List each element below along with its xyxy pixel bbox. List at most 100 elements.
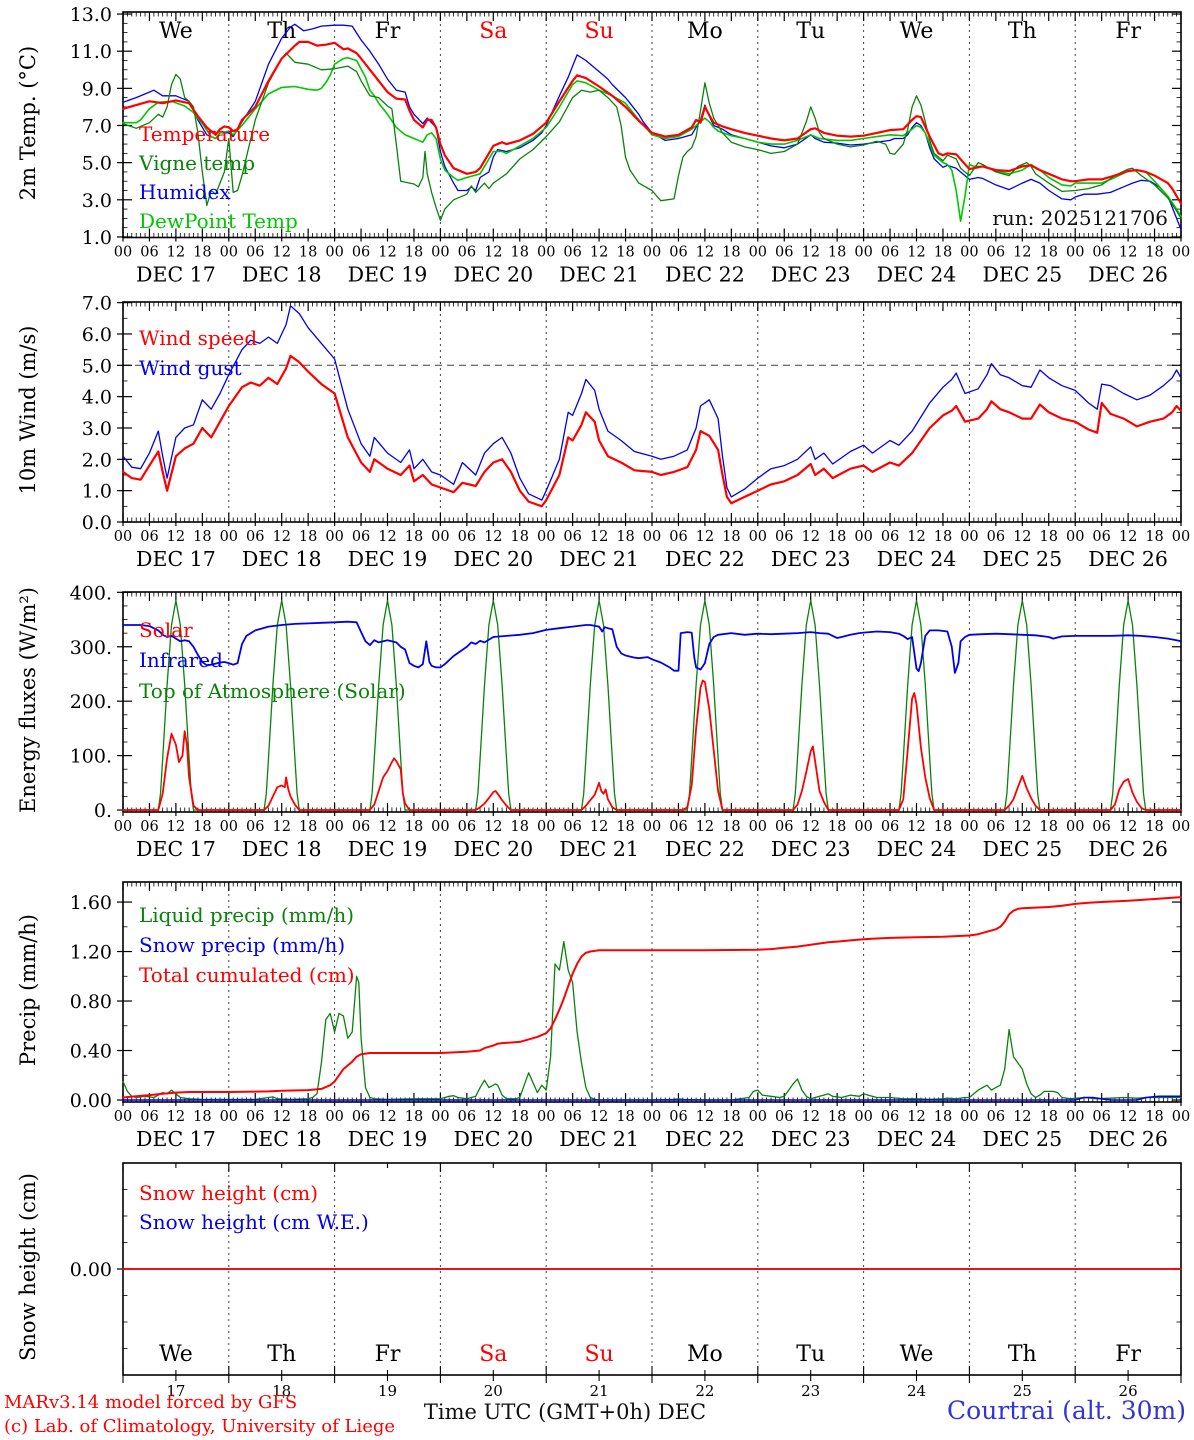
hour-tick-label: 06 — [246, 819, 264, 835]
legend-solar: Solar — [139, 618, 193, 642]
hour-tick-label: 00 — [431, 1109, 449, 1125]
hour-tick-label: 18 — [405, 819, 423, 835]
day-name-label: Th — [267, 19, 296, 44]
hour-tick-label: 18 — [511, 245, 529, 261]
hour-tick-label: 12 — [1013, 529, 1031, 545]
hour-tick-label: 12 — [484, 529, 502, 545]
date-label: DEC 17 — [136, 263, 216, 287]
series-liquid-precip — [122, 940, 1182, 1101]
hour-tick-label: 12 — [272, 819, 290, 835]
date-label: DEC 20 — [453, 547, 533, 571]
hour-tick-label: 00 — [749, 1109, 767, 1125]
hour-tick-label: 00 — [643, 529, 661, 545]
hour-tick-label: 18 — [616, 1109, 634, 1125]
legend-temperature: Temperature — [139, 122, 271, 146]
hour-tick-label: 18 — [828, 529, 846, 545]
hour-tick-label: 06 — [775, 819, 793, 835]
hour-tick-label: 12 — [801, 819, 819, 835]
panel-wind10m: 0.0 1.0 2.0 3.0 4.0 5.0 6.0 7.0 00 06 12 18 00 06 12 18… — [82, 293, 1190, 571]
y-tick-label: 0.00 — [70, 1259, 112, 1281]
legend-snow-height: Snow height (cm) — [139, 1181, 319, 1205]
day-number-label: 18 — [272, 1382, 291, 1400]
y-tick-label: 300. — [70, 637, 112, 659]
hour-tick-label: 12 — [1013, 245, 1031, 261]
date-label: DEC 21 — [559, 837, 639, 861]
hour-tick-label: 18 — [1145, 529, 1163, 545]
date-label: DEC 24 — [877, 1127, 957, 1151]
y-tick-label: 13.0 — [70, 4, 112, 26]
hour-tick-label: 18 — [722, 819, 740, 835]
hour-tick-label: 00 — [431, 529, 449, 545]
date-label: DEC 22 — [665, 837, 745, 861]
day-name-label: We — [159, 1342, 193, 1367]
series-humidex — [122, 23, 1182, 231]
hour-tick-label: 12 — [1119, 1109, 1137, 1125]
y-tick-label: 3.0 — [82, 190, 112, 212]
y-tick-label: 1.60 — [70, 892, 112, 914]
hour-tick-label: 12 — [378, 529, 396, 545]
series-infrared — [122, 620, 1182, 674]
hour-tick-label: 12 — [378, 1109, 396, 1125]
hour-tick-label: 12 — [167, 245, 185, 261]
hour-tick-label: 18 — [616, 529, 634, 545]
date-label: DEC 21 — [559, 547, 639, 571]
hour-tick-label: 00 — [1172, 529, 1190, 545]
series-snow-precip — [122, 1095, 1182, 1101]
hour-tick-label: 12 — [696, 1109, 714, 1125]
hour-tick-label: 18 — [1145, 819, 1163, 835]
hour-tick-label: 12 — [907, 529, 925, 545]
hour-tick-label: 06 — [246, 529, 264, 545]
panel-precip: 0.00 0.40 0.80 1.20 1.60 00 06 12 18 00 06 12 18 00 06… — [70, 881, 1190, 1151]
panel-temp2m: 1.0 3.0 5.0 7.0 9.0 11.0 13.0 00 06 12 18 00 06 12 18 0… — [70, 4, 1191, 286]
date-label: DEC 25 — [982, 263, 1062, 287]
y-tick-label: 0.0 — [82, 512, 112, 534]
hour-tick-label: 00 — [431, 245, 449, 261]
y-tick-label: 7.0 — [82, 115, 112, 137]
date-label: DEC 18 — [242, 263, 322, 287]
hour-tick-label: 06 — [563, 819, 581, 835]
hour-tick-label: 06 — [775, 529, 793, 545]
day-number-label: 24 — [907, 1382, 926, 1400]
hour-tick-label: 06 — [352, 529, 370, 545]
date-label: DEC 22 — [665, 547, 745, 571]
date-label: DEC 26 — [1088, 263, 1168, 287]
hour-tick-label: 06 — [987, 245, 1005, 261]
date-label: DEC 23 — [771, 547, 851, 571]
hour-tick-label: 06 — [352, 245, 370, 261]
hour-tick-label: 06 — [458, 1109, 476, 1125]
hour-tick-label: 06 — [1092, 529, 1110, 545]
y-tick-label: 100. — [70, 746, 112, 768]
hour-tick-label: 12 — [907, 1109, 925, 1125]
hour-tick-label: 00 — [854, 819, 872, 835]
panel-snow: 0.00 17 18 19 20 21 22 23 24 25 26 We Th Fr Sa Su Mo Tu We… — [70, 1162, 1182, 1400]
hour-tick-label: 12 — [696, 529, 714, 545]
y-tick-label: 1.0 — [82, 481, 112, 503]
hour-tick-label: 18 — [828, 819, 846, 835]
y-tick-label: 0. — [94, 800, 112, 822]
hour-tick-label: 00 — [220, 1109, 238, 1125]
hour-tick-label: 06 — [352, 819, 370, 835]
legend-liquid-precip: Liquid precip (mm/h) — [139, 903, 355, 927]
hour-tick-label: 06 — [881, 1109, 899, 1125]
hour-tick-label: 12 — [1119, 819, 1137, 835]
date-label: DEC 24 — [877, 263, 957, 287]
hour-tick-label: 12 — [801, 1109, 819, 1125]
hour-tick-label: 12 — [696, 819, 714, 835]
date-label: DEC 24 — [877, 837, 957, 861]
hour-tick-label: 00 — [749, 245, 767, 261]
hour-tick-label: 06 — [246, 1109, 264, 1125]
y-tick-label: 6.0 — [82, 324, 112, 346]
day-number-label: 23 — [801, 1382, 820, 1400]
hour-tick-label: 00 — [537, 245, 555, 261]
y-axis-title-energy: Energy fluxes (W/m²) — [16, 587, 40, 813]
day-name-label: Sa — [479, 1342, 507, 1367]
date-label: DEC 17 — [136, 547, 216, 571]
date-label: DEC 20 — [453, 263, 533, 287]
day-number-label: 21 — [590, 1382, 609, 1400]
hour-tick-label: 06 — [1092, 819, 1110, 835]
series-wind-gust — [122, 305, 1182, 501]
hour-tick-label: 12 — [484, 1109, 502, 1125]
hour-tick-label: 18 — [722, 529, 740, 545]
hour-tick-label: 12 — [590, 529, 608, 545]
